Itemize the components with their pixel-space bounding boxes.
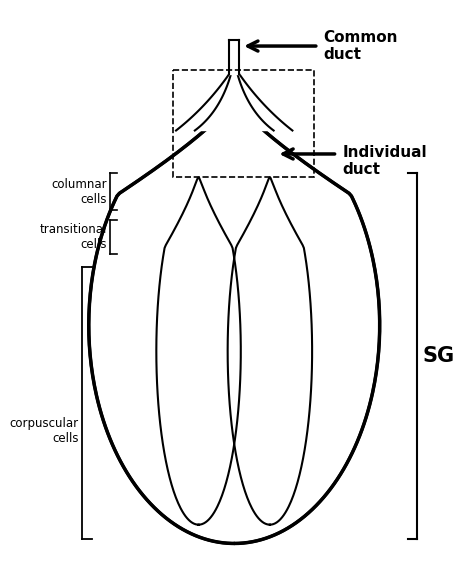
Text: Individual
duct: Individual duct bbox=[342, 144, 427, 177]
Polygon shape bbox=[229, 40, 239, 74]
Text: columnar
cells: columnar cells bbox=[51, 178, 107, 205]
Polygon shape bbox=[195, 74, 273, 130]
Bar bbox=[173, 69, 314, 178]
Polygon shape bbox=[156, 178, 241, 525]
Polygon shape bbox=[228, 178, 312, 525]
Text: transitional
cells: transitional cells bbox=[39, 223, 107, 251]
Polygon shape bbox=[89, 107, 380, 544]
Polygon shape bbox=[176, 74, 231, 130]
Text: SG: SG bbox=[423, 346, 455, 365]
Polygon shape bbox=[237, 74, 292, 130]
Text: Common
duct: Common duct bbox=[323, 30, 398, 62]
Polygon shape bbox=[214, 135, 255, 276]
Text: corpuscular
cells: corpuscular cells bbox=[9, 417, 78, 445]
